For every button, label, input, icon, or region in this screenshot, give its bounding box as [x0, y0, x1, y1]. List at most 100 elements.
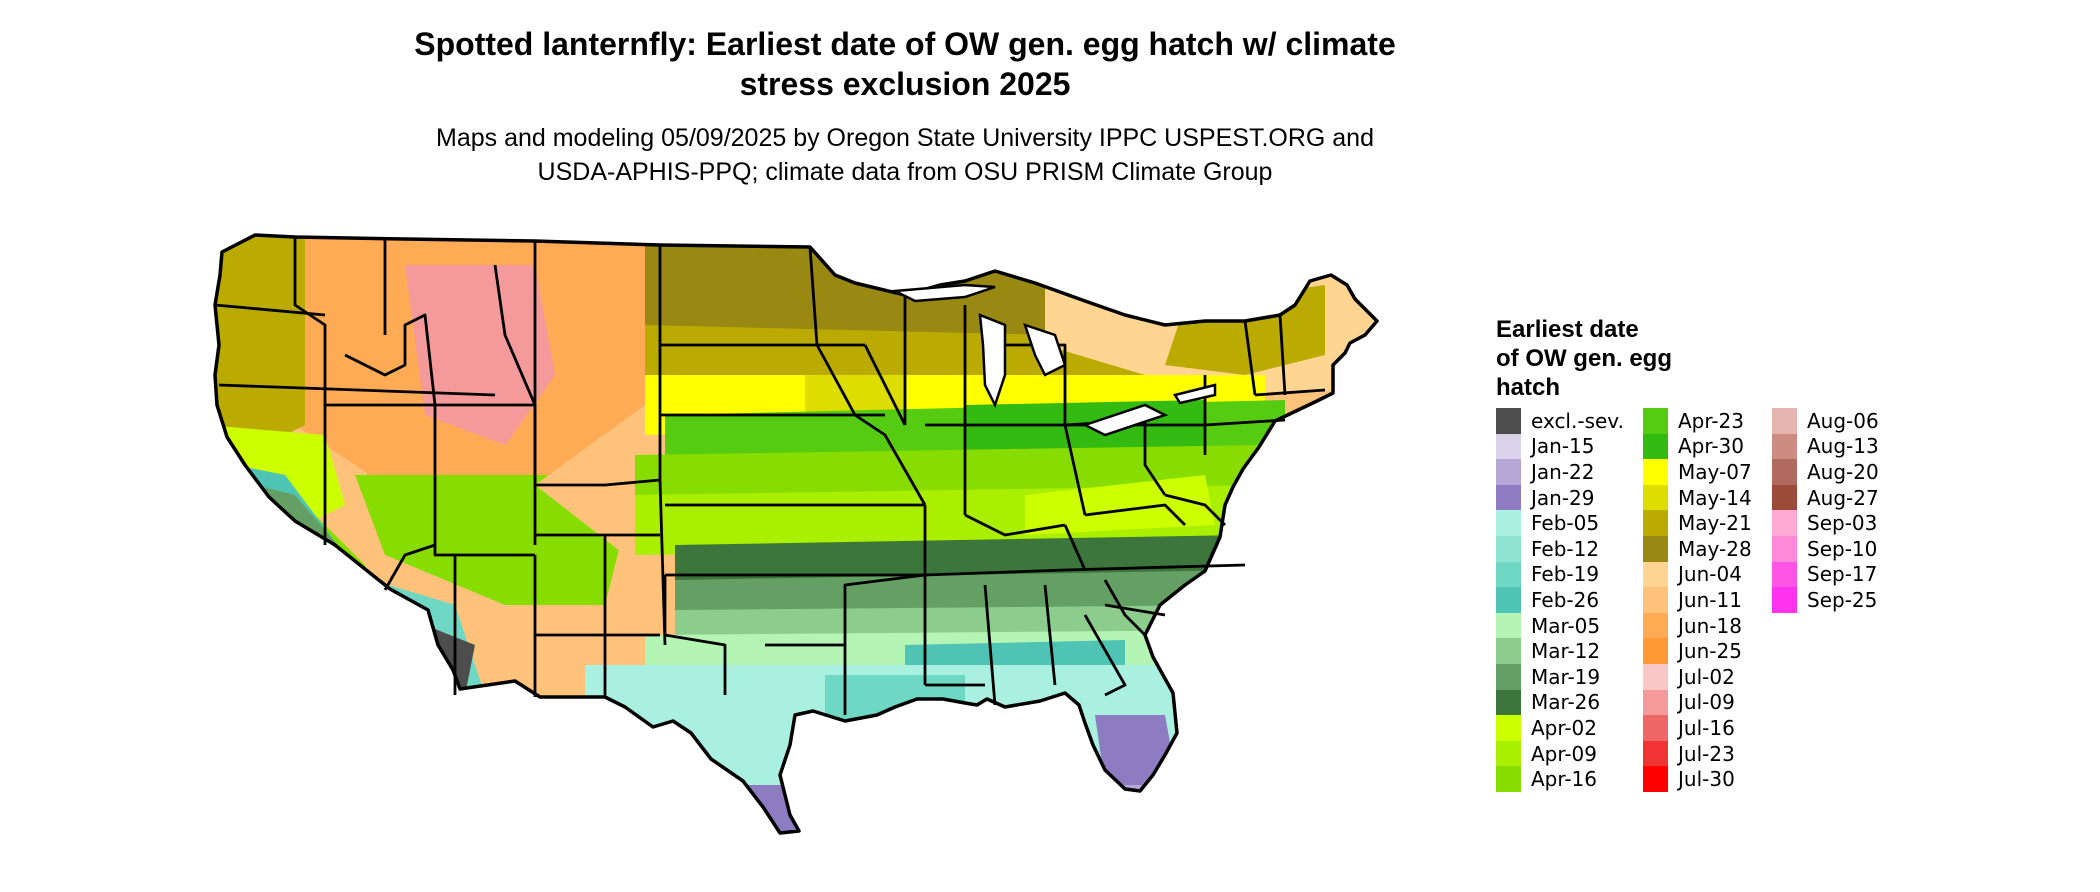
legend-swatch	[1643, 587, 1668, 613]
legend-swatch	[1496, 433, 1521, 460]
legend-label: Mar-12	[1531, 639, 1601, 664]
legend-label: Jun-04	[1678, 562, 1742, 587]
map-title-line-2: stress exclusion 2025	[739, 66, 1071, 102]
legend-swatch	[1643, 715, 1668, 741]
legend-column-2: Apr-23 Apr-30 May-07 May-14 May-21 May-28 Jun-…	[1643, 408, 1752, 792]
legend-item: Aug-27	[1772, 484, 1879, 511]
legend-label: Sep-25	[1807, 587, 1878, 612]
legend-item: Jul-02	[1643, 663, 1752, 690]
legend-label: Jan-29	[1531, 485, 1595, 510]
legend-swatch	[1772, 459, 1797, 485]
legend-item: Jul-23	[1643, 740, 1752, 767]
legend-label: May-28	[1678, 536, 1752, 561]
legend-swatch	[1643, 459, 1668, 485]
map-subtitle-line-1: Maps and modeling 05/09/2025 by Oregon S…	[436, 124, 1374, 152]
legend-item: Jan-15	[1496, 433, 1624, 460]
legend-swatch	[1496, 715, 1521, 741]
legend-swatch	[1643, 740, 1668, 767]
legend-item: Aug-06	[1772, 408, 1879, 434]
map-subtitle: Maps and modeling 05/09/2025 by Oregon S…	[300, 121, 1510, 189]
legend-label: Jul-16	[1678, 715, 1735, 740]
legend-swatch	[1772, 433, 1797, 460]
legend-title-line-1: Earliest date	[1496, 316, 1639, 343]
map-subtitle-line-2: USDA-APHIS-PPQ; climate data from OSU PR…	[537, 158, 1273, 186]
legend-item: May-14	[1643, 484, 1752, 511]
legend-item: Feb-12	[1496, 535, 1624, 562]
legend-label: Apr-09	[1531, 741, 1597, 766]
legend-item: Jun-11	[1643, 587, 1752, 613]
us-egg-hatch-map	[213, 233, 1379, 835]
legend-item: Aug-20	[1772, 459, 1879, 485]
legend-swatch	[1496, 587, 1521, 613]
legend-item: Apr-30	[1643, 433, 1752, 460]
legend-label: Aug-06	[1807, 408, 1879, 433]
legend-label: Apr-02	[1531, 715, 1597, 740]
legend-item: Jul-16	[1643, 715, 1752, 741]
legend-item: Aug-13	[1772, 433, 1879, 460]
legend-item: Jun-04	[1643, 561, 1752, 588]
legend-swatch	[1496, 408, 1521, 434]
legend-swatch	[1496, 459, 1521, 485]
hatch-date-shading	[215, 235, 1377, 833]
legend-label: Jan-22	[1531, 459, 1595, 484]
legend-label: May-07	[1678, 459, 1752, 484]
legend-column-1: excl.-sev. Jan-15 Jan-22 Jan-29 Feb-05 Feb-12…	[1496, 408, 1624, 792]
legend-swatch	[1772, 408, 1797, 434]
legend-swatch	[1643, 638, 1668, 664]
legend-label: Jul-23	[1678, 741, 1735, 766]
us-national-border	[213, 233, 1379, 835]
legend-label: Aug-20	[1807, 459, 1879, 484]
legend-item: Jul-09	[1643, 689, 1752, 716]
legend-item: Mar-19	[1496, 663, 1624, 690]
legend-item: Jun-25	[1643, 638, 1752, 664]
legend-item: Feb-19	[1496, 561, 1624, 588]
legend-item: Mar-12	[1496, 638, 1624, 664]
legend-swatch	[1772, 535, 1797, 562]
legend-item: May-21	[1643, 510, 1752, 536]
legend-label: Mar-26	[1531, 690, 1601, 715]
legend-swatch	[1643, 510, 1668, 536]
legend-swatch	[1496, 561, 1521, 588]
legend-label: Feb-05	[1531, 511, 1600, 536]
map-title: Spotted lanternfly: Earliest date of OW …	[300, 24, 1510, 104]
legend-label: Apr-30	[1678, 434, 1744, 459]
legend-swatch	[1496, 663, 1521, 690]
legend-label: Apr-23	[1678, 408, 1744, 433]
map-legend: excl.-sev. Jan-15 Jan-22 Jan-29 Feb-05 Feb-12…	[1496, 408, 2056, 798]
legend-label: Mar-19	[1531, 664, 1601, 689]
legend-label: May-14	[1678, 485, 1752, 510]
legend-item: Apr-09	[1496, 740, 1624, 767]
legend-title-line-2: of OW gen. egg	[1496, 345, 1672, 372]
legend-label: Jul-30	[1678, 767, 1735, 792]
legend-label: Feb-19	[1531, 562, 1600, 587]
legend-swatch	[1643, 612, 1668, 639]
legend-item: Apr-16	[1496, 766, 1624, 792]
legend-label: May-21	[1678, 511, 1752, 536]
legend-swatch	[1643, 433, 1668, 460]
legend-swatch	[1496, 612, 1521, 639]
legend-item: Apr-23	[1643, 408, 1752, 434]
legend-label: Sep-17	[1807, 562, 1878, 587]
legend-swatch	[1496, 766, 1521, 792]
legend-item: Sep-10	[1772, 535, 1879, 562]
legend-swatch	[1496, 484, 1521, 511]
legend-item: Feb-05	[1496, 510, 1624, 536]
legend-title: Earliest date of OW gen. egg hatch	[1496, 315, 1736, 402]
legend-swatch	[1496, 689, 1521, 716]
legend-title-line-3: hatch	[1496, 374, 1561, 401]
legend-swatch	[1772, 484, 1797, 511]
state-borders	[214, 237, 1326, 715]
legend-item: Sep-17	[1772, 561, 1879, 588]
legend-item: May-07	[1643, 459, 1752, 485]
legend-swatch	[1496, 535, 1521, 562]
legend-swatch	[1643, 561, 1668, 588]
legend-label: Jun-25	[1678, 639, 1742, 664]
legend-label: Aug-13	[1807, 434, 1879, 459]
legend-item: Jan-29	[1496, 484, 1624, 511]
legend-label: excl.-sev.	[1531, 408, 1624, 433]
legend-label: Jul-02	[1678, 664, 1735, 689]
legend-label: Jul-09	[1678, 690, 1735, 715]
legend-label: Jan-15	[1531, 434, 1595, 459]
legend-item: Mar-05	[1496, 612, 1624, 639]
legend-swatch	[1772, 561, 1797, 588]
